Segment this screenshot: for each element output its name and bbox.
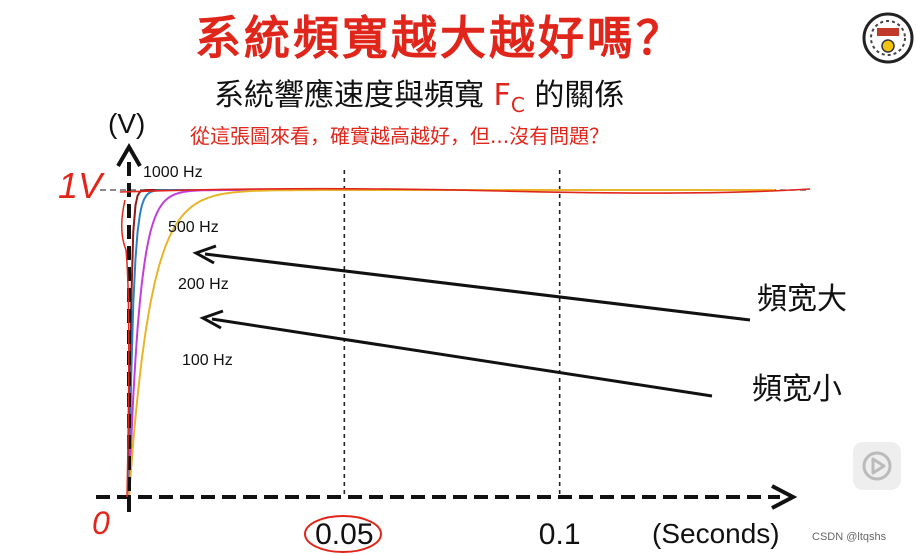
arrow-head-icon xyxy=(192,244,217,265)
arrow-head-icon xyxy=(199,309,224,330)
fc-sub: C xyxy=(510,93,525,117)
subtitle-prefix: 系統響應速度與頻寬 xyxy=(214,78,484,113)
y-axis-arrow-icon xyxy=(116,143,142,168)
play-button[interactable] xyxy=(853,442,901,490)
handwritten-zero: 0 xyxy=(92,505,110,541)
x-axis-label: (Seconds) xyxy=(652,518,780,549)
play-icon xyxy=(862,451,892,481)
x-tick-label: 0.1 xyxy=(539,518,581,551)
arrow-wide-bandwidth xyxy=(204,252,751,322)
handwriting: 1V 0 xyxy=(58,165,811,553)
watermark: CSDN @ltqshs xyxy=(812,531,887,543)
fc-symbol: FC xyxy=(493,78,525,117)
series-label-200hz: 200 Hz xyxy=(178,276,229,293)
handwritten-circle xyxy=(304,515,382,553)
annotation-narrow-bandwidth: 頻宽小 xyxy=(752,372,842,407)
series-label-1000hz: 1000 Hz xyxy=(143,164,203,181)
y-axis-label: (V) xyxy=(108,108,146,139)
subtitle-suffix: 的關係 xyxy=(534,78,625,113)
chart-labels: 0.05 0.1 (Seconds) 1000 Hz 500 Hz 200 Hz 100 H… xyxy=(143,164,780,551)
handwritten-line xyxy=(119,187,811,194)
chart-curves xyxy=(128,189,775,498)
fc-main: F xyxy=(493,78,511,113)
handwritten-1v: 1V xyxy=(58,165,105,206)
annotation-wide-bandwidth: 頻宽大 xyxy=(757,282,847,317)
x-axis-arrow-icon xyxy=(771,484,798,510)
series-line-1000hz xyxy=(128,189,775,498)
logo-icon xyxy=(862,12,914,64)
series-line-200hz xyxy=(128,189,775,498)
series-line-500hz xyxy=(128,189,775,498)
series-label-100hz: 100 Hz xyxy=(182,352,233,369)
series-label-500hz: 500 Hz xyxy=(168,219,219,236)
series-line-100hz xyxy=(128,189,775,498)
page-title: 系統頻寬越大越好嗎？ xyxy=(195,11,685,65)
x-tick-label: 0.05 xyxy=(315,518,373,551)
arrow-narrow-bandwidth xyxy=(211,317,713,398)
subtitle: 系統響應速度與頻寬 FC 的關係 xyxy=(214,70,624,117)
question-note: 從這張圖來看，確實越高越好，但...沒有問題？ xyxy=(190,124,610,148)
handwritten-line xyxy=(121,199,130,498)
